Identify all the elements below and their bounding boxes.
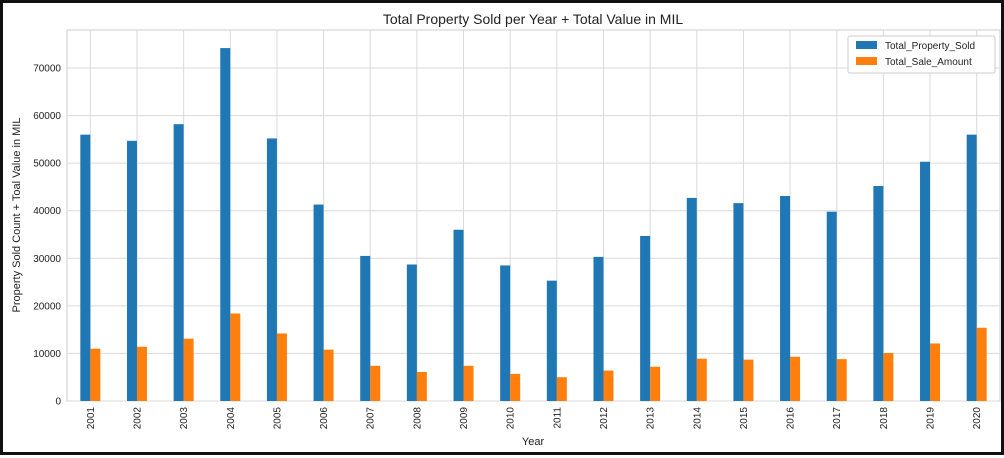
bar-total-sale-amount-2018 xyxy=(883,352,894,401)
x-tick-label: 2009 xyxy=(459,407,470,430)
bar-total-sale-amount-2007 xyxy=(370,365,381,401)
legend-box xyxy=(847,35,996,74)
bar-total-property-sold-2001 xyxy=(80,134,91,401)
y-tick-label: 40000 xyxy=(33,206,61,217)
x-tick-label: 2012 xyxy=(599,407,610,430)
x-tick-label: 2011 xyxy=(552,407,563,429)
x-tick-label: 2005 xyxy=(272,407,283,430)
bar-total-property-sold-2002 xyxy=(126,140,137,402)
legend-label-total-sale-amount: Total_Sale_Amount xyxy=(885,57,972,68)
y-tick-labels: 0 10000 20000 30000 40000 50000 60000 70000 xyxy=(33,64,61,408)
bar-total-sale-amount-2008 xyxy=(416,371,427,401)
bar-total-property-sold-2003 xyxy=(173,124,184,401)
bar-total-property-sold-2009 xyxy=(453,229,464,401)
x-tick-label: 2018 xyxy=(879,407,890,430)
bar-total-sale-amount-2004 xyxy=(230,313,241,401)
legend-label-total-property-sold: Total_Property_Sold xyxy=(885,41,975,52)
bar-total-property-sold-2020 xyxy=(966,134,977,401)
x-tick-label: 2010 xyxy=(506,407,517,430)
bar-total-sale-amount-2015 xyxy=(743,359,754,401)
bar-total-sale-amount-2017 xyxy=(836,359,847,401)
x-tick-label: 2017 xyxy=(832,407,843,430)
bar-total-property-sold-2016 xyxy=(780,195,791,401)
x-axis-label: Year xyxy=(522,436,545,448)
chart-svg: 0 10000 20000 30000 40000 50000 60000 70000 200… xyxy=(11,11,1001,448)
bar-total-property-sold-2019 xyxy=(920,161,931,401)
y-tick-label: 20000 xyxy=(33,301,61,312)
y-tick-label: 70000 xyxy=(33,64,61,75)
x-tick-label: 2016 xyxy=(786,407,797,430)
x-tick-label: 2013 xyxy=(646,407,657,430)
bar-total-sale-amount-2011 xyxy=(556,377,567,401)
plot-area xyxy=(66,29,1001,402)
y-tick-label: 60000 xyxy=(33,111,61,122)
bar-total-property-sold-2018 xyxy=(873,186,884,401)
x-tick-label: 2007 xyxy=(366,407,377,430)
x-tick-label: 2015 xyxy=(739,407,750,430)
bar-total-sale-amount-2016 xyxy=(790,356,801,401)
bar-total-property-sold-2010 xyxy=(500,265,511,401)
x-tick-label: 2008 xyxy=(412,407,423,430)
bar-total-sale-amount-2002 xyxy=(136,346,147,401)
bars xyxy=(80,48,987,402)
legend: Total_Property_Sold Total_Sale_Amount xyxy=(847,35,996,74)
bar-total-sale-amount-2009 xyxy=(463,365,474,401)
bar-total-property-sold-2013 xyxy=(640,235,651,401)
x-tick-label: 2003 xyxy=(179,407,190,430)
bar-total-sale-amount-2019 xyxy=(930,343,941,401)
y-tick-label: 10000 xyxy=(33,349,61,360)
bar-total-sale-amount-2006 xyxy=(323,349,334,401)
bar-total-sale-amount-2012 xyxy=(603,370,614,401)
x-tick-labels: 2001 2002 2003 2004 2005 2006 2007 2008 2009 2010… xyxy=(86,407,983,430)
y-tick-label: 30000 xyxy=(33,254,61,265)
bar-total-sale-amount-2014 xyxy=(696,358,707,401)
x-tick-label: 2006 xyxy=(319,407,330,430)
bar-total-sale-amount-2013 xyxy=(650,366,661,401)
x-tick-label: 2001 xyxy=(86,407,97,430)
bar-total-property-sold-2008 xyxy=(406,264,417,401)
bar-total-property-sold-2015 xyxy=(733,203,744,401)
bar-total-property-sold-2017 xyxy=(826,211,837,401)
bar-total-property-sold-2006 xyxy=(313,204,324,401)
x-tick-label: 2004 xyxy=(226,407,237,430)
x-tick-label: 2014 xyxy=(692,407,703,430)
legend-swatch-total-property-sold xyxy=(856,41,877,49)
chart-title: Total Property Sold per Year + Total Val… xyxy=(383,11,683,27)
y-tick-label: 50000 xyxy=(33,159,61,170)
bar-total-property-sold-2014 xyxy=(686,197,697,401)
bar-total-sale-amount-2001 xyxy=(90,348,101,401)
legend-swatch-total-sale-amount xyxy=(856,57,877,65)
bar-total-sale-amount-2003 xyxy=(183,338,194,401)
bar-total-sale-amount-2005 xyxy=(276,333,287,401)
bar-total-sale-amount-2010 xyxy=(510,373,521,401)
y-axis-label: Property Sold Count + Toal Value in MIL xyxy=(11,118,23,313)
bar-total-property-sold-2012 xyxy=(593,256,604,401)
bar-total-property-sold-2007 xyxy=(360,255,371,401)
x-tick-label: 2020 xyxy=(972,407,983,430)
x-tick-label: 2002 xyxy=(132,407,143,430)
x-tick-label: 2019 xyxy=(926,407,937,430)
y-tick-label: 0 xyxy=(55,397,61,408)
bar-total-property-sold-2011 xyxy=(546,280,557,401)
bar-total-property-sold-2005 xyxy=(266,138,277,401)
bar-total-sale-amount-2020 xyxy=(976,327,987,401)
bar-total-property-sold-2004 xyxy=(220,48,231,401)
